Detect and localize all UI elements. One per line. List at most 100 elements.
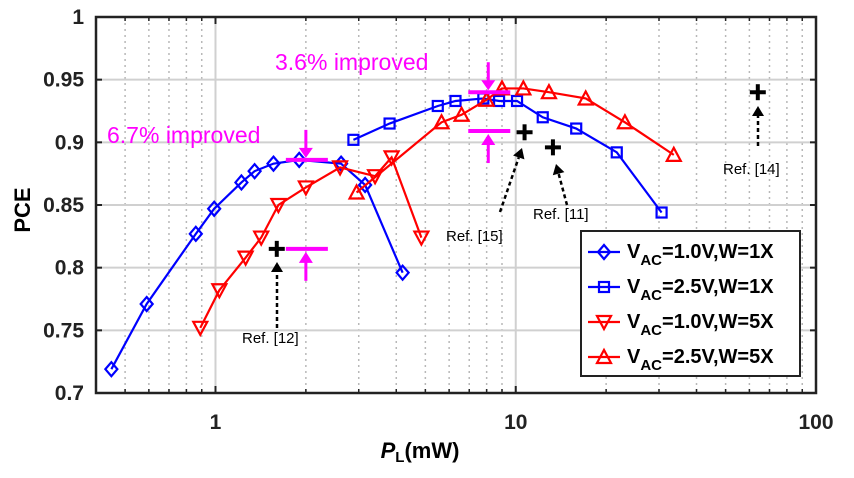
marker-triangle-up [452,105,471,122]
legend-label-main: V [627,276,641,298]
reference-2: Ref. [15] [446,124,533,245]
y-tick-label: 0.7 [55,382,84,405]
y-tick-label: 0.9 [55,131,84,154]
reference-arrow-shaft [498,157,520,213]
marker-triangle-down [382,150,401,167]
marker-diamond [233,173,249,192]
marker-triangle-down [366,169,384,186]
marker-square [431,99,444,113]
marker-triangle-down [412,230,431,247]
marker-triangle-up [514,79,533,96]
series-3 [191,150,431,338]
marker-triangle-up [347,183,366,200]
marker-triangle-up [664,145,683,162]
legend-item-2: VAC=2.5V,W=1X [588,276,774,304]
marker-triangle-up [477,90,496,107]
reference-4: Ref. [14] [723,84,780,178]
y-tick-label: 1 [72,6,84,29]
legend-label-sub: AC [640,357,662,374]
marker-triangle-down [191,320,210,338]
series-line [199,155,423,329]
legend-label-sub: AC [640,322,662,339]
reference-label: Ref. [15] [446,228,503,245]
series-4 [347,79,683,200]
annotation-arrow-up-head [298,251,313,263]
legend-label-rest: =1.0V,W=5X [662,311,774,333]
marker-triangle-down [236,250,255,267]
annotation-1 [285,129,328,281]
legend-label: VAC=2.5V,W=5X [627,346,774,374]
reference-label: Ref. [14] [723,161,780,178]
legend-label: VAC=2.5V,W=1X [627,276,774,304]
legend-label-rest: =1.0V,W=1X [662,241,774,263]
marker-square [347,133,360,146]
x-tick-label: 1 [210,411,222,434]
y-tick-label: 0.8 [55,257,85,280]
marker-diamond [395,263,411,282]
marker-triangle-down [252,230,271,247]
marker-diamond [139,295,155,313]
marker-triangle-down [269,197,288,215]
legend-label-main: V [627,346,641,368]
y-tick-label: 0.75 [43,319,84,342]
legend-label-main: V [627,241,641,263]
annotation-arrow-up-head [481,134,496,146]
marker-square [655,206,668,219]
annotation-2 [468,62,511,164]
x-tick-label: 10 [504,411,527,434]
reference-arrow-head [752,106,764,116]
marker-triangle-up [616,112,634,130]
legend-label-main: V [627,311,641,333]
x-axis-label: PL(mW) [381,438,460,466]
legend-label: VAC=1.0V,W=1X [627,241,774,269]
marker-diamond [188,225,204,243]
marker-square [449,94,462,108]
marker-triangle-down [331,160,349,177]
marker-triangle-down [595,314,613,332]
marker-square [570,122,583,135]
marker-square [510,94,524,108]
annotation-label: 6.7% improved [107,122,260,148]
marker-triangle-down [210,283,229,300]
reference-arrow-head [513,148,525,160]
marker-square [383,117,396,130]
reference-arrow-shaft [557,173,569,206]
y-tick-label: 0.95 [43,69,84,92]
marker-triangle-down [297,180,315,197]
series-line [355,87,675,194]
legend-item-1: VAC=1.0V,W=1X [588,241,774,269]
marker-square [597,280,611,294]
y-axis-label: PCE [10,187,35,232]
series-line [352,97,663,214]
reference-label: Ref. [11] [533,206,589,223]
reference-arrow-head [271,262,283,272]
marker-diamond [206,200,222,218]
legend-item-4: VAC=2.5V,W=5X [588,346,774,374]
x-tick-label: 100 [798,411,833,434]
legend-label-sub: AC [640,287,662,304]
marker-diamond [103,360,119,378]
annotation-label: 3.6% improved [275,49,428,75]
y-tick-label: 0.85 [43,194,84,217]
legend-box [580,230,801,377]
reference-1: Ref. [12] [242,240,299,347]
marker-diamond [266,154,281,173]
legend: VAC=1.0V,W=1XVAC=2.5V,W=1XVAC=1.0V,W=5XV… [580,230,801,377]
legend-label: VAC=1.0V,W=5X [627,311,774,339]
legend-label-sub: AC [640,252,662,269]
marker-square [536,111,549,124]
references-layer: Ref. [12] Ref. [15] Ref. [11] Ref. [14] [242,84,780,347]
annotations-layer: 6.7% improved 3.6% improved [107,49,428,148]
marker-triangle-up [595,347,613,365]
reference-arrow-head [552,164,565,176]
legend-label-rest: =2.5V,W=1X [662,276,774,298]
x-axis-label-main: P [381,438,396,463]
marker-triangle-up [432,112,451,130]
reference-3: Ref. [11] [533,139,589,223]
marker-triangle-up [493,79,511,96]
marker-square [610,146,623,159]
marker-diamond [291,151,307,169]
reference-label: Ref. [12] [242,330,299,347]
marker-triangle-up [576,89,595,106]
legend-label-rest: =2.5V,W=5X [662,346,774,368]
